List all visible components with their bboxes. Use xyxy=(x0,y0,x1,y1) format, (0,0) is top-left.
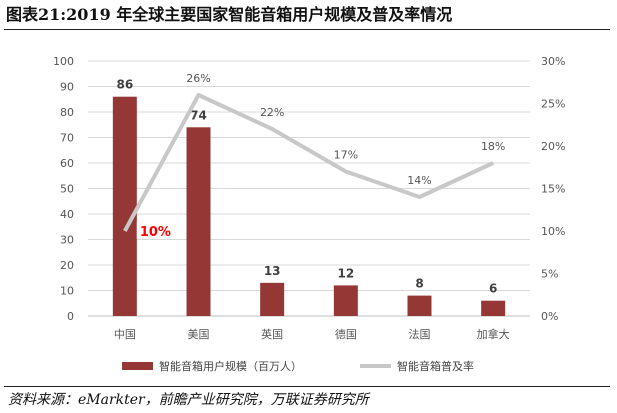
bar xyxy=(112,96,137,316)
bar-value-label: 13 xyxy=(264,264,281,278)
bar xyxy=(333,285,358,316)
left-axis-tick-label: 30 xyxy=(60,234,74,247)
bar-value-label: 86 xyxy=(116,78,133,92)
bar xyxy=(260,282,285,316)
legend-label-line: 智能音箱普及率 xyxy=(397,359,474,373)
left-axis-tick-label: 0 xyxy=(67,310,74,323)
left-axis-tick-label: 40 xyxy=(60,208,74,221)
x-axis-tick-label: 德国 xyxy=(335,327,357,341)
left-axis-tick-label: 50 xyxy=(60,183,74,196)
x-axis-tick-label: 英国 xyxy=(261,327,283,341)
line-data-labels: 10% 26% 22% 17% 14% 18% xyxy=(136,72,505,240)
bar-value-label: 8 xyxy=(415,277,423,291)
gridlines xyxy=(88,60,530,317)
highlight-label-bg xyxy=(136,222,173,239)
bar xyxy=(481,300,506,316)
title-divider xyxy=(4,29,610,30)
source-note: 资料来源：eMarkter，前瞻产业研究院，万联证券研究所 xyxy=(8,392,369,408)
left-axis-tick-label: 60 xyxy=(60,157,74,170)
right-axis-tick-label: 20% xyxy=(541,140,565,153)
line-value-label: 17% xyxy=(334,149,358,162)
line-value-label: 18% xyxy=(481,140,505,153)
left-axis-ticks: 0 10 20 30 40 50 60 70 80 90 100 xyxy=(53,55,74,323)
bar-value-label: 74 xyxy=(190,108,207,122)
source-divider xyxy=(4,386,610,387)
right-axis-tick-label: 25% xyxy=(541,98,565,111)
right-axis-tick-label: 30% xyxy=(541,55,565,68)
x-axis-tick-label: 法国 xyxy=(409,327,431,341)
right-axis-tick-label: 0% xyxy=(541,310,558,323)
legend-swatch-bar xyxy=(122,362,153,370)
left-axis-tick-label: 10 xyxy=(60,285,74,298)
line-value-label: 22% xyxy=(260,106,284,119)
x-axis-tick-label: 美国 xyxy=(188,328,210,341)
line-value-label: 14% xyxy=(407,174,431,187)
right-axis-tick-label: 15% xyxy=(541,183,565,196)
left-axis-tick-label: 20 xyxy=(60,259,74,272)
left-axis-tick-label: 70 xyxy=(60,132,74,145)
bar-value-label: 6 xyxy=(489,282,497,296)
bar-value-label: 12 xyxy=(337,266,354,280)
line-value-label-highlight: 10% xyxy=(140,225,171,240)
left-axis-tick-label: 80 xyxy=(60,106,74,119)
left-axis-tick-label: 90 xyxy=(60,81,74,94)
left-axis-tick-label: 100 xyxy=(53,55,74,68)
legend-label-bar: 智能音箱用户规模（百万人） xyxy=(159,359,302,373)
line-series xyxy=(123,93,495,232)
line-value-label: 26% xyxy=(186,72,210,85)
bar-series xyxy=(112,96,506,316)
combo-chart: 0 10 20 30 40 50 60 70 80 90 100 0% 5% 10% 15% 20% 25% 3… xyxy=(53,55,565,373)
right-axis-tick-label: 5% xyxy=(541,268,558,281)
x-axis-ticks: 中国 美国 英国 德国 法国 加拿大 xyxy=(114,327,510,341)
x-axis-tick-label: 加拿大 xyxy=(477,327,510,341)
chart-title: 图表21:2019 年全球主要国家智能音箱用户规模及普及率情况 xyxy=(6,5,453,24)
right-axis-tick-label: 10% xyxy=(541,225,565,238)
x-axis-tick-label: 中国 xyxy=(114,328,136,341)
legend: 智能音箱用户规模（百万人） 智能音箱普及率 xyxy=(122,359,474,373)
right-axis-ticks: 0% 5% 10% 15% 20% 25% 30% xyxy=(541,55,565,323)
bar xyxy=(407,295,432,316)
line-path xyxy=(123,93,495,232)
bar xyxy=(186,127,211,316)
